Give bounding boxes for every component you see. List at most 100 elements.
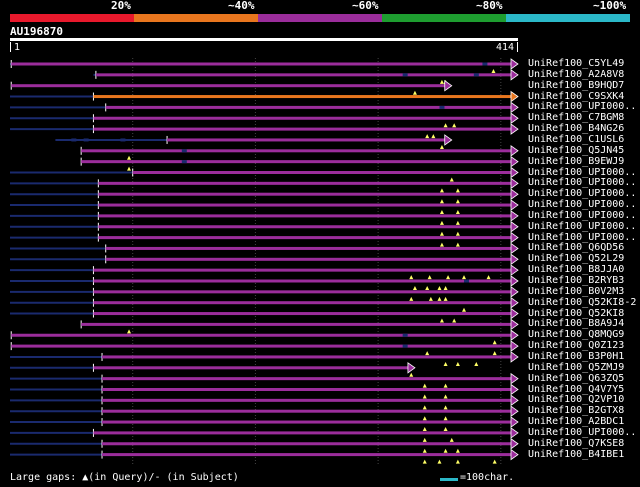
hit-label[interactable]: UniRef100_UPI000.. [528,166,637,178]
hit-row[interactable] [10,90,519,103]
hit-label[interactable]: UniRef100_C5YL49 [528,58,625,69]
query-gap-marker [452,318,457,323]
hit-label[interactable]: UniRef100_B9EWJ9 [528,155,625,167]
hit-label[interactable]: UniRef100_B2GTX8 [528,405,625,417]
alignment-bar [11,333,513,337]
query-gap-marker [428,296,433,301]
hit-row[interactable] [10,199,519,215]
hit-row[interactable] [10,329,519,345]
hit-row[interactable] [10,188,519,204]
hit-label[interactable]: UniRef100_UPI000.. [528,426,637,438]
hit-label[interactable]: UniRef100_C7BGM8 [528,112,625,124]
alignment-bar [102,355,512,359]
hit-row[interactable] [10,220,519,236]
hit-label[interactable]: UniRef100_A2A8V8 [528,68,625,80]
query-gap-marker [462,307,467,312]
alignment-bar [11,84,446,88]
hit-row[interactable] [10,166,519,182]
hit-row[interactable] [10,437,519,453]
hit-row[interactable] [10,253,519,266]
hit-label[interactable]: UniRef100_UPI000.. [528,220,637,232]
hit-row[interactable] [10,362,416,377]
hit-label[interactable]: UniRef100_Q7KSE8 [528,437,625,449]
hit-label[interactable]: UniRef100_UPI000.. [528,231,637,243]
query-gap-marker [443,427,448,432]
alignment-bar [102,377,512,381]
hit-row[interactable] [80,145,519,160]
hit-row[interactable] [10,416,519,432]
hit-label[interactable]: UniRef100_UPI000.. [528,177,637,189]
hit-row[interactable] [10,383,519,399]
hit-label[interactable]: UniRef100_Q4V7Y5 [528,383,625,395]
alignment-bar [105,257,512,261]
hit-label[interactable]: UniRef100_B0V2M3 [528,285,625,297]
hit-row[interactable] [10,101,519,114]
hit-label[interactable]: UniRef100_Q5ZMJ9 [528,361,625,373]
alignment-bar [105,105,512,109]
alignment-bar [93,312,513,316]
hit-row[interactable] [10,210,519,225]
hit-label[interactable]: UniRef100_Q52KI8-2 [528,296,637,308]
hit-label[interactable]: UniRef100_B9HQD7 [528,79,625,91]
alignment-bar [93,431,513,435]
hit-label[interactable]: UniRef100_B8A9J4 [528,318,625,330]
hit-label[interactable]: UniRef100_B2RYB3 [528,275,625,286]
query-gap-marker [422,416,427,421]
hit-label[interactable]: UniRef100_UPI000.. [528,199,637,211]
query-gap-marker [455,210,460,215]
scale-percent-label: 20% [111,0,131,12]
hit-row[interactable] [10,340,519,356]
hit-row[interactable] [10,264,519,280]
hit-end-arrow [510,307,519,320]
hit-label[interactable]: UniRef100_B3P0H1 [528,350,625,362]
hit-label[interactable]: UniRef100_Q5JN45 [528,144,625,156]
scale-percent-label: ~40% [228,0,255,12]
hit-end-arrow [510,318,519,331]
hit-label[interactable]: UniRef100_C1USL6 [528,133,625,145]
hit-row[interactable] [93,69,519,84]
hit-row[interactable] [10,286,519,301]
hit-row[interactable] [10,231,519,247]
query-gap-marker [127,329,132,334]
hit-label[interactable]: UniRef100_Q0Z123 [528,340,625,352]
hit-label[interactable]: UniRef100_B4IBE1 [528,448,625,460]
hit-row[interactable] [10,242,519,255]
hit-label[interactable]: UniRef100_UPI000.. [528,209,637,221]
hit-label[interactable]: UniRef100_Q2VP10 [528,394,625,406]
hit-row[interactable] [10,58,519,73]
hit-row[interactable] [80,155,519,171]
hit-row[interactable] [10,448,519,464]
hit-label[interactable]: UniRef100_Q8MQG9 [528,329,625,341]
hit-label[interactable]: UniRef100_B4NG26 [528,123,625,135]
hit-row[interactable] [10,275,519,290]
hit-label[interactable]: UniRef100_Q63ZQ5 [528,372,625,384]
hit-label[interactable]: UniRef100_C9SXK4 [528,90,625,102]
alignment-bar [93,116,513,120]
hit-row[interactable] [10,112,519,128]
scale-segment [10,14,134,22]
hit-row[interactable] [10,307,519,323]
hit-label[interactable]: UniRef100_UPI000.. [528,101,637,113]
hit-label[interactable]: UniRef100_B8JJA0 [528,264,625,276]
hit-row[interactable] [10,177,519,193]
alignment-bar [167,138,446,142]
alignment-bar [98,214,512,218]
hit-label[interactable]: UniRef100_Q52L29 [528,253,625,265]
hit-row[interactable] [10,296,519,312]
hit-label[interactable]: UniRef100_Q6QD56 [528,242,625,254]
hit-label[interactable]: UniRef100_UPI000.. [528,188,637,200]
hit-row[interactable] [10,394,519,410]
hit-row[interactable] [10,351,519,366]
hit-row[interactable] [10,79,453,95]
hit-row[interactable] [10,372,519,388]
hit-label[interactable]: UniRef100_Q52KI8 [528,307,625,319]
hit-label[interactable]: UniRef100_A2BDC1 [528,416,625,428]
hit-row[interactable] [10,405,519,421]
hit-row[interactable] [10,123,519,139]
query-gap-marker [492,351,497,356]
hit-end-arrow [444,79,453,92]
hit-row[interactable] [80,318,519,334]
hit-row[interactable] [55,134,453,149]
hit-row[interactable] [10,427,519,442]
